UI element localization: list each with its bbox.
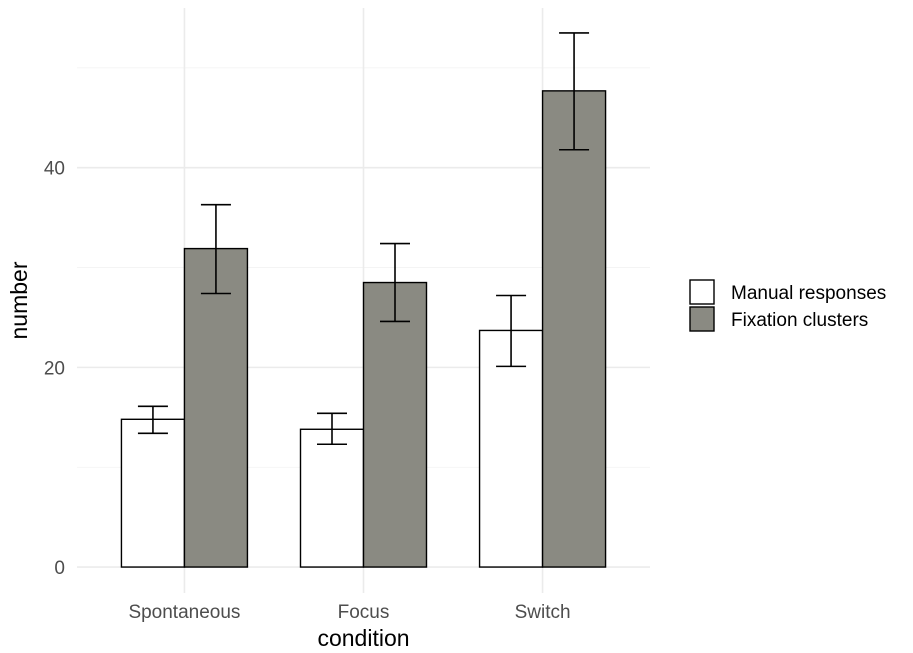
errorbar-fixation-clusters-switch xyxy=(559,32,590,151)
legend-label-fixation-clusters: Fixation clusters xyxy=(731,310,868,331)
y-tick-label: 20 xyxy=(44,358,65,379)
bar-manual-responses-spontaneous xyxy=(120,418,186,568)
x-tick-label: Focus xyxy=(338,602,390,623)
legend: Manual responses Fixation clusters xyxy=(689,279,886,332)
legend-label-manual-responses: Manual responses xyxy=(731,283,886,304)
errorbar-fixation-clusters-spontaneous xyxy=(200,203,231,295)
errorbar-manual-responses-focus xyxy=(317,412,347,446)
x-tick-label: Spontaneous xyxy=(128,602,240,623)
x-tick-label: Switch xyxy=(515,602,571,623)
y-axis-title: number xyxy=(6,261,32,339)
errorbar-fixation-clusters-focus xyxy=(380,242,410,323)
bar-fixation-clusters-switch xyxy=(541,90,607,568)
error-bars xyxy=(137,32,590,446)
bar-manual-responses-focus xyxy=(299,428,365,568)
bar-manual-responses-switch xyxy=(478,329,544,568)
bar-fixation-clusters-spontaneous xyxy=(183,247,249,568)
errorbar-manual-responses-switch xyxy=(496,294,527,368)
errorbar-manual-responses-spontaneous xyxy=(137,405,168,435)
bar-fixation-clusters-focus xyxy=(362,281,428,568)
x-axis-ticks: Spontaneous Focus Switch xyxy=(128,602,570,623)
legend-key-fixation-clusters xyxy=(689,306,715,332)
y-axis-ticks: 0 20 40 xyxy=(44,159,65,579)
x-axis-title: condition xyxy=(317,625,409,651)
legend-key-manual-responses xyxy=(689,279,715,305)
y-tick-label: 40 xyxy=(44,159,65,180)
y-tick-label: 0 xyxy=(54,558,65,579)
bars xyxy=(120,90,607,568)
